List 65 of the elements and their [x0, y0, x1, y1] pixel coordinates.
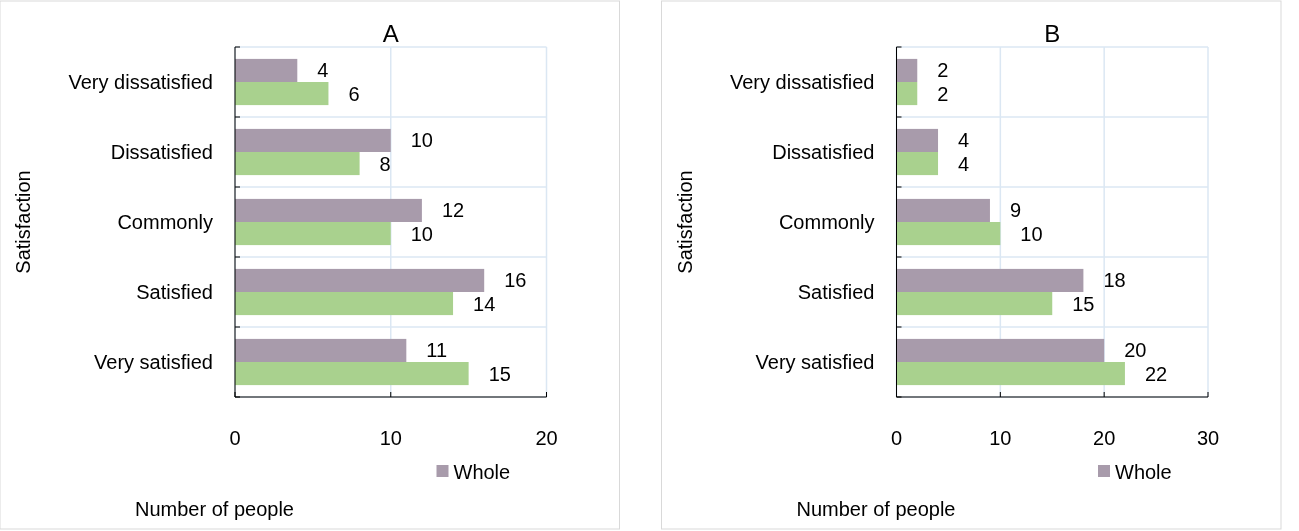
bar [896, 128, 939, 152]
y-tick-label: Very satisfied [94, 351, 213, 373]
y-tick-label: Commonly [778, 211, 875, 233]
x-axis-title: Number of people [796, 498, 956, 520]
y-axis-title: Satisfaction [12, 170, 34, 274]
data-label: 20 [1124, 339, 1147, 362]
y-tick-label: Very dissatisfied [729, 71, 875, 93]
x-tick-label: 20 [1093, 427, 1116, 449]
bar [896, 292, 1053, 316]
bar [235, 152, 360, 176]
y-tick-label: Very dissatisfied [68, 71, 213, 93]
data-label: 10 [1020, 222, 1043, 245]
bar [235, 82, 329, 106]
x-tick-label: 10 [989, 427, 1012, 449]
chart-title: A [382, 20, 399, 47]
chart-title: B [1044, 20, 1061, 47]
legend-label: Whole [453, 461, 511, 483]
y-tick-label: Very satisfied [755, 351, 875, 373]
data-label: 14 [473, 292, 496, 315]
bar [235, 222, 391, 246]
bar [896, 198, 990, 222]
x-tick-label: 0 [890, 427, 903, 449]
x-tick-label: 10 [379, 427, 402, 449]
y-tick-label: Dissatisfied [772, 141, 875, 163]
data-label: 10 [410, 129, 433, 152]
data-label: 15 [488, 362, 511, 385]
x-tick-label: 0 [229, 427, 241, 449]
y-tick-label: Satisfied [136, 281, 213, 303]
data-label: 9 [1009, 199, 1022, 222]
bar [235, 128, 391, 152]
data-label: 8 [379, 152, 391, 175]
bar [235, 198, 422, 222]
bar [235, 292, 454, 316]
x-tick-label: 30 [1196, 427, 1220, 449]
data-label: 11 [426, 339, 448, 362]
data-label: 4 [958, 129, 970, 152]
bar [235, 268, 485, 292]
y-tick-label: Commonly [117, 211, 213, 233]
data-label: 2 [937, 82, 949, 105]
data-label: 18 [1103, 269, 1126, 292]
bar [896, 338, 1105, 362]
bar [896, 362, 1125, 386]
bar [235, 338, 407, 362]
bar [235, 58, 298, 82]
data-label: 4 [317, 59, 329, 82]
data-label: 12 [441, 199, 465, 222]
data-label: 10 [410, 222, 433, 245]
data-label: 22 [1144, 362, 1168, 385]
data-label: 4 [958, 152, 970, 175]
x-tick-label: 20 [535, 427, 558, 449]
y-tick-label: Satisfied [797, 281, 875, 303]
bar [235, 362, 469, 386]
bar [896, 152, 939, 176]
bar [896, 82, 918, 106]
bar [896, 58, 918, 82]
x-axis-title: Number of people [135, 498, 294, 520]
bar [896, 268, 1084, 292]
data-label: 6 [348, 82, 360, 105]
legend-label: Whole [1115, 461, 1172, 483]
y-tick-label: Dissatisfied [110, 141, 213, 163]
bar [896, 222, 1001, 246]
y-axis-title: Satisfaction [673, 170, 696, 274]
data-label: 15 [1072, 292, 1095, 315]
data-label: 16 [504, 269, 527, 292]
data-label: 2 [937, 59, 949, 82]
